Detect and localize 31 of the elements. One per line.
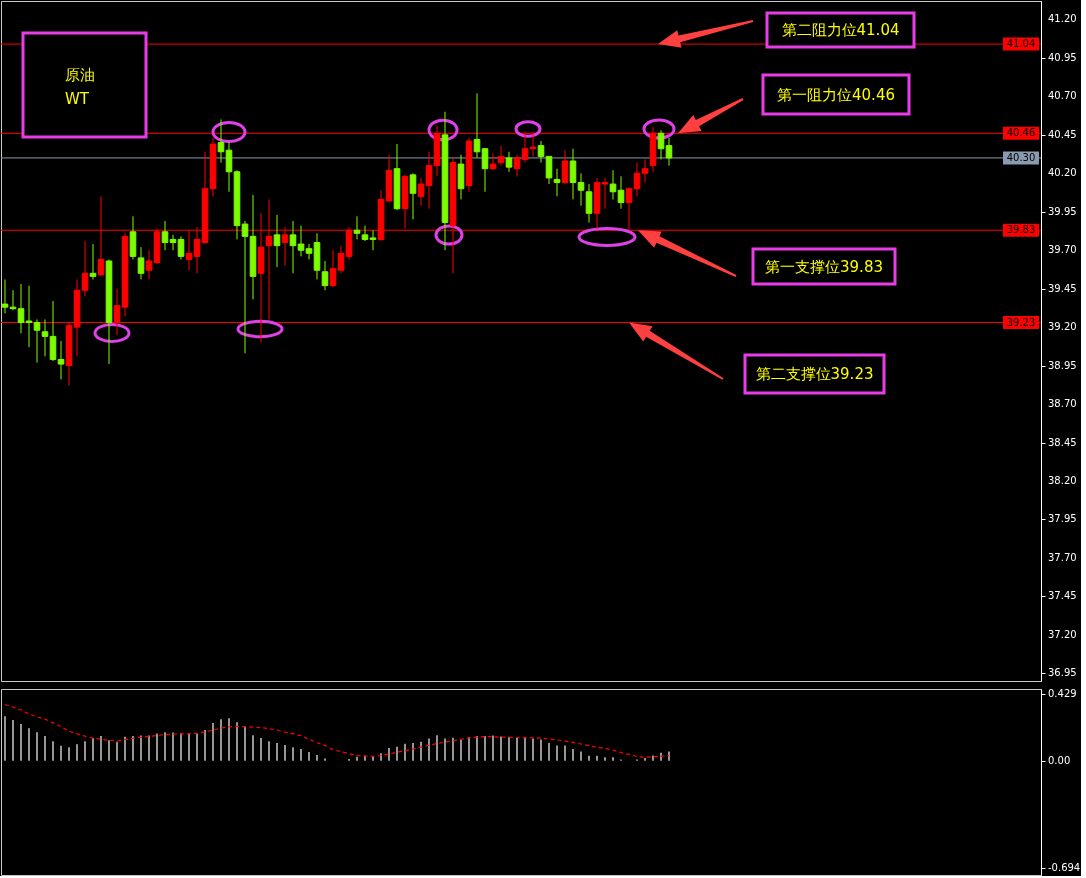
- ref-line-label: 41.04: [1006, 38, 1036, 50]
- ref-line-label: 39.23: [1006, 316, 1036, 328]
- y-tick-label: 36.95: [1048, 667, 1077, 679]
- y-tick-label: 40.45: [1048, 128, 1077, 140]
- y-tick-label: 41.20: [1048, 13, 1077, 25]
- y-tick-label: 40.95: [1048, 51, 1077, 63]
- y-tick-label: 39.70: [1048, 244, 1077, 256]
- annotation: 第一阻力位40.46: [777, 85, 895, 104]
- y-tick-label: 39.45: [1048, 282, 1077, 294]
- annotation: 第二支撑位39.23: [755, 365, 874, 383]
- annotation: 原油 WT: [65, 66, 95, 108]
- y-tick-label: 40.20: [1048, 167, 1077, 179]
- annotation: 第二阻力位41.04: [781, 21, 900, 39]
- ref-line-label: 39.83: [1006, 224, 1036, 236]
- y-tick-label: 0.429: [1048, 687, 1077, 699]
- y-tick-label: 38.95: [1048, 359, 1077, 371]
- annotation: 第一支撑位39.83: [765, 257, 883, 276]
- ref-line-label: 40.30: [1006, 151, 1036, 163]
- y-tick-label: 40.70: [1048, 90, 1077, 102]
- y-tick-label: 39.20: [1048, 321, 1077, 333]
- y-tick-label: -0.694: [1048, 862, 1081, 874]
- y-tick-label: 37.45: [1048, 590, 1077, 602]
- y-tick-label: 38.70: [1048, 398, 1077, 410]
- ref-line-label: 40.46: [1006, 127, 1036, 139]
- y-tick-label: 37.20: [1048, 628, 1077, 640]
- y-tick-label: 37.70: [1048, 551, 1077, 563]
- y-tick-label: 39.95: [1048, 205, 1077, 217]
- y-tick-label: 38.45: [1048, 436, 1077, 448]
- y-tick-label: 38.20: [1048, 475, 1077, 486]
- y-tick-label: 0.00: [1048, 754, 1071, 766]
- y-tick-label: 37.95: [1048, 513, 1077, 525]
